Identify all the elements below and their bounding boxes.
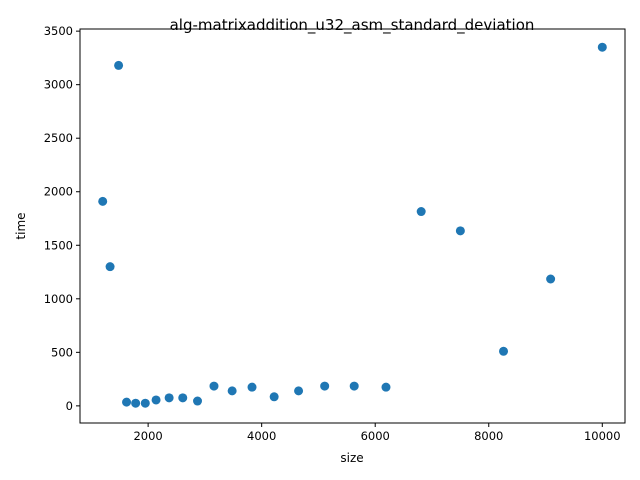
y-axis-label: time [14, 212, 28, 239]
data-point [597, 42, 607, 52]
data-point [98, 196, 108, 206]
x-axis-label: size [340, 451, 363, 465]
x-tick-label: 8000 [474, 429, 503, 443]
y-tick-label: 3500 [44, 24, 73, 38]
data-point [193, 396, 203, 406]
y-tick-label: 3000 [44, 78, 73, 92]
data-point [381, 382, 391, 392]
data-point [546, 274, 556, 284]
data-points [98, 42, 607, 408]
data-point [178, 393, 188, 403]
data-point [247, 382, 257, 392]
y-tick-label: 500 [51, 345, 73, 359]
data-point [227, 386, 237, 396]
data-point [499, 346, 509, 356]
data-point [114, 60, 124, 70]
y-tick-label: 1000 [44, 292, 73, 306]
x-tick-label: 4000 [247, 429, 276, 443]
data-point [455, 226, 465, 236]
x-tick-label: 6000 [361, 429, 390, 443]
data-point [269, 392, 279, 402]
axis-ticks: 2000 4000 6000 8000 10000 0 500 1000 1500 2000 250… [44, 24, 621, 443]
data-point [131, 398, 141, 408]
data-point [209, 381, 219, 391]
data-point [151, 395, 161, 405]
y-tick-label: 0 [66, 399, 73, 413]
chart-title: alg-matrixaddition_u32_asm_standard_devi… [170, 16, 535, 35]
y-tick-label: 1500 [44, 238, 73, 252]
y-tick-label: 2000 [44, 185, 73, 199]
data-point [416, 207, 426, 217]
data-point [294, 386, 304, 396]
data-point [122, 397, 132, 407]
data-point [105, 262, 115, 272]
data-point [349, 381, 359, 391]
data-point [164, 393, 174, 403]
y-tick-label: 2500 [44, 131, 73, 145]
x-tick-label: 2000 [133, 429, 162, 443]
data-point [140, 398, 150, 408]
data-point [320, 381, 330, 391]
plot-frame [79, 28, 626, 424]
x-tick-label: 10000 [584, 429, 621, 443]
